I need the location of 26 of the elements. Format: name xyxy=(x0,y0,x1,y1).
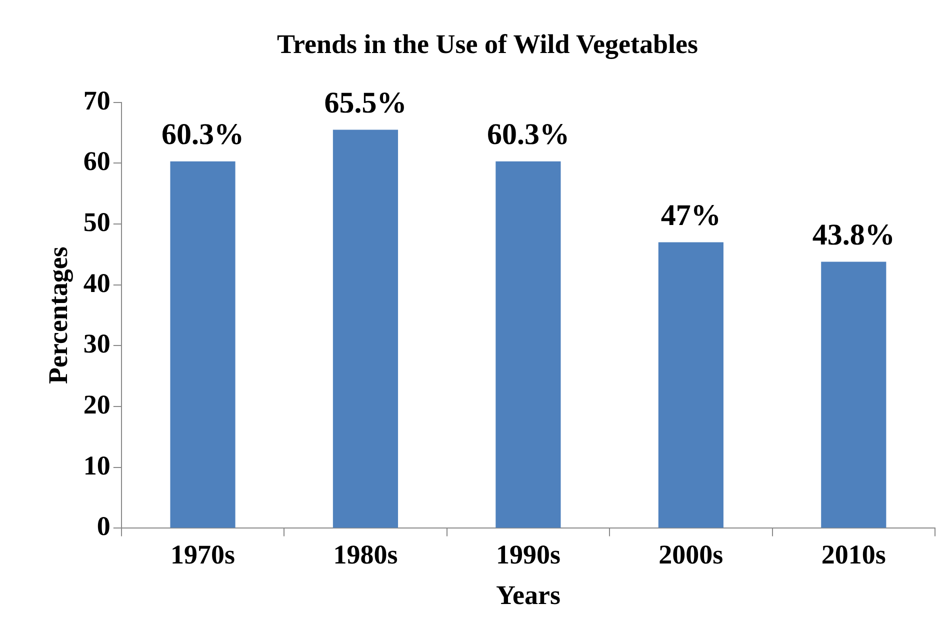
data-label: 43.8% xyxy=(812,218,895,252)
data-label: 65.5% xyxy=(324,86,407,120)
y-tick-label: 60 xyxy=(83,146,110,176)
x-tick-label: 2000s xyxy=(658,539,724,570)
y-tick-label: 30 xyxy=(83,328,110,359)
x-tick-label: 1990s xyxy=(496,539,560,570)
y-tick-label: 40 xyxy=(83,268,110,298)
bar xyxy=(821,262,886,528)
data-label: 60.3% xyxy=(162,118,244,152)
data-label: 60.3% xyxy=(486,118,570,152)
bar xyxy=(170,161,236,528)
data-label: 47% xyxy=(660,199,721,232)
x-tick-label: 1970s xyxy=(170,539,236,570)
y-tick-label: 70 xyxy=(83,85,110,116)
bar xyxy=(332,130,398,528)
x-tick-label: 2010s xyxy=(821,539,886,570)
bar xyxy=(658,242,724,528)
chart-title: Trends in the Use of Wild Vegetables xyxy=(276,29,698,60)
x-tick-label: 1980s xyxy=(333,539,398,570)
bar xyxy=(496,161,561,528)
x-axis-title: Years xyxy=(496,580,560,610)
y-tick-label: 50 xyxy=(83,207,110,238)
y-tick-label: 10 xyxy=(83,450,110,480)
y-tick-label: 20 xyxy=(83,390,110,420)
y-tick-label: 0 xyxy=(96,511,110,542)
y-axis-title: Percentages xyxy=(43,246,74,384)
